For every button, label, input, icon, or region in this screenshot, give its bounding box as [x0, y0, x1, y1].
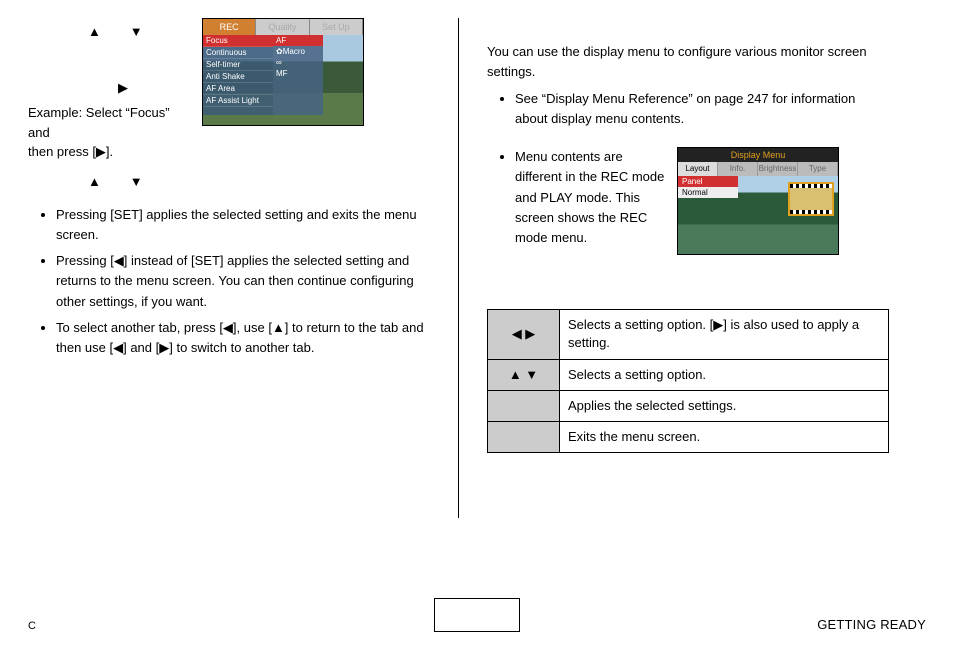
right-bullet-1-list: See “Display Menu Reference” on page 247… [487, 89, 889, 129]
footer-left: C [28, 620, 434, 632]
display-tab: Brightness [758, 162, 798, 176]
rec-menu-item-list: Focus Continuous Self-timer Anti Shake A… [203, 35, 273, 115]
display-menu-title: Display Menu [678, 148, 838, 162]
right-column: You can use the display menu to configur… [459, 18, 889, 560]
right-arrow-icon: ▶ [118, 80, 128, 95]
display-tab: Layout [678, 162, 718, 176]
display-tab: Type [798, 162, 838, 176]
example-line-2: then press [▶]. [28, 142, 188, 162]
step-3-row: ▲ ▼ ▶ Example: Select “Focus” and then p… [28, 18, 440, 162]
example-line-1: Example: Select “Focus” and [28, 103, 188, 142]
rec-menu-item: Self-timer [203, 59, 273, 71]
rec-tab-setup: Set Up [310, 19, 363, 35]
right-bullet-2: Menu contents are different in the REC m… [515, 147, 667, 248]
display-menu-option: Normal [678, 187, 738, 198]
right-bullet-1: See “Display Menu Reference” on page 247… [515, 89, 889, 129]
table-row: ▲ ▼ Selects a setting option. [488, 359, 889, 390]
rec-menu-option: MF [273, 68, 323, 79]
display-menu-options: Panel Normal [678, 176, 738, 198]
display-menu-tabs: Layout Info. Brightness Type [678, 162, 838, 176]
rec-menu-item: AF Assist Light [203, 95, 273, 107]
footer-page-box [434, 598, 520, 632]
page-footer: C GETTING READY [0, 598, 954, 632]
left-bullet: Pressing [◀] instead of [SET] applies th… [56, 251, 440, 311]
rec-tab-rec: REC [203, 19, 256, 35]
rec-menu-option: ∞ [273, 57, 323, 68]
left-bullet-list: Pressing [SET] applies the selected sett… [28, 205, 440, 358]
table-key-cell: ▲ ▼ [488, 359, 560, 390]
table-desc-cell: Selects a setting option. [▶] is also us… [560, 310, 889, 359]
table-desc-cell: Applies the selected settings. [560, 390, 889, 421]
rec-menu-screenshot: REC Quality Set Up Focus Continuous Self… [202, 18, 364, 126]
rec-menu-tabs: REC Quality Set Up [203, 19, 363, 35]
rec-menu-option-list: AF ✿Macro ∞ MF [273, 35, 323, 115]
display-thumb-inner [790, 188, 832, 210]
left-bullet: Pressing [SET] applies the selected sett… [56, 205, 440, 245]
table-key-cell [488, 390, 560, 421]
table-desc-cell: Exits the menu screen. [560, 422, 889, 453]
control-table: ◀ ▶ Selects a setting option. [▶] is als… [487, 309, 889, 453]
down-arrow-icon: ▼ [130, 174, 143, 189]
step-3-text: ▲ ▼ ▶ Example: Select “Focus” and then p… [28, 18, 188, 162]
left-column: ▲ ▼ ▶ Example: Select “Focus” and then p… [28, 18, 458, 560]
left-bullet: To select another tab, press [◀], use [▲… [56, 318, 440, 358]
footer-right: GETTING READY [520, 617, 926, 632]
rec-menu-option: ✿Macro [273, 46, 323, 57]
step-4-arrows: ▲ ▼ [28, 172, 440, 192]
right-intro: You can use the display menu to configur… [487, 42, 889, 81]
right-menu-row: Menu contents are different in the REC m… [487, 147, 889, 255]
rec-menu-item: Focus [203, 35, 273, 47]
rec-tab-quality: Quality [256, 19, 309, 35]
display-tab: Info. [718, 162, 758, 176]
display-menu-option: Panel [678, 176, 738, 187]
rec-menu-item: Continuous [203, 47, 273, 59]
rec-menu-item: AF Area [203, 83, 273, 95]
rec-menu-option: AF [273, 35, 323, 46]
page-body: ▲ ▼ ▶ Example: Select “Focus” and then p… [0, 0, 954, 560]
rec-menu-item: Anti Shake [203, 71, 273, 83]
table-row: ◀ ▶ Selects a setting option. [▶] is als… [488, 310, 889, 359]
table-row: Applies the selected settings. [488, 390, 889, 421]
down-arrow-icon: ▼ [130, 24, 143, 39]
table-row: Exits the menu screen. [488, 422, 889, 453]
table-key-cell: ◀ ▶ [488, 310, 560, 359]
display-thumb-frame [788, 182, 834, 216]
up-arrow-icon: ▲ [88, 174, 101, 189]
table-desc-cell: Selects a setting option. [560, 359, 889, 390]
right-bullet-2-list: Menu contents are different in the REC m… [487, 147, 667, 254]
up-arrow-icon: ▲ [88, 24, 101, 39]
display-menu-screenshot: Display Menu Layout Info. Brightness Typ… [677, 147, 839, 255]
table-key-cell [488, 422, 560, 453]
